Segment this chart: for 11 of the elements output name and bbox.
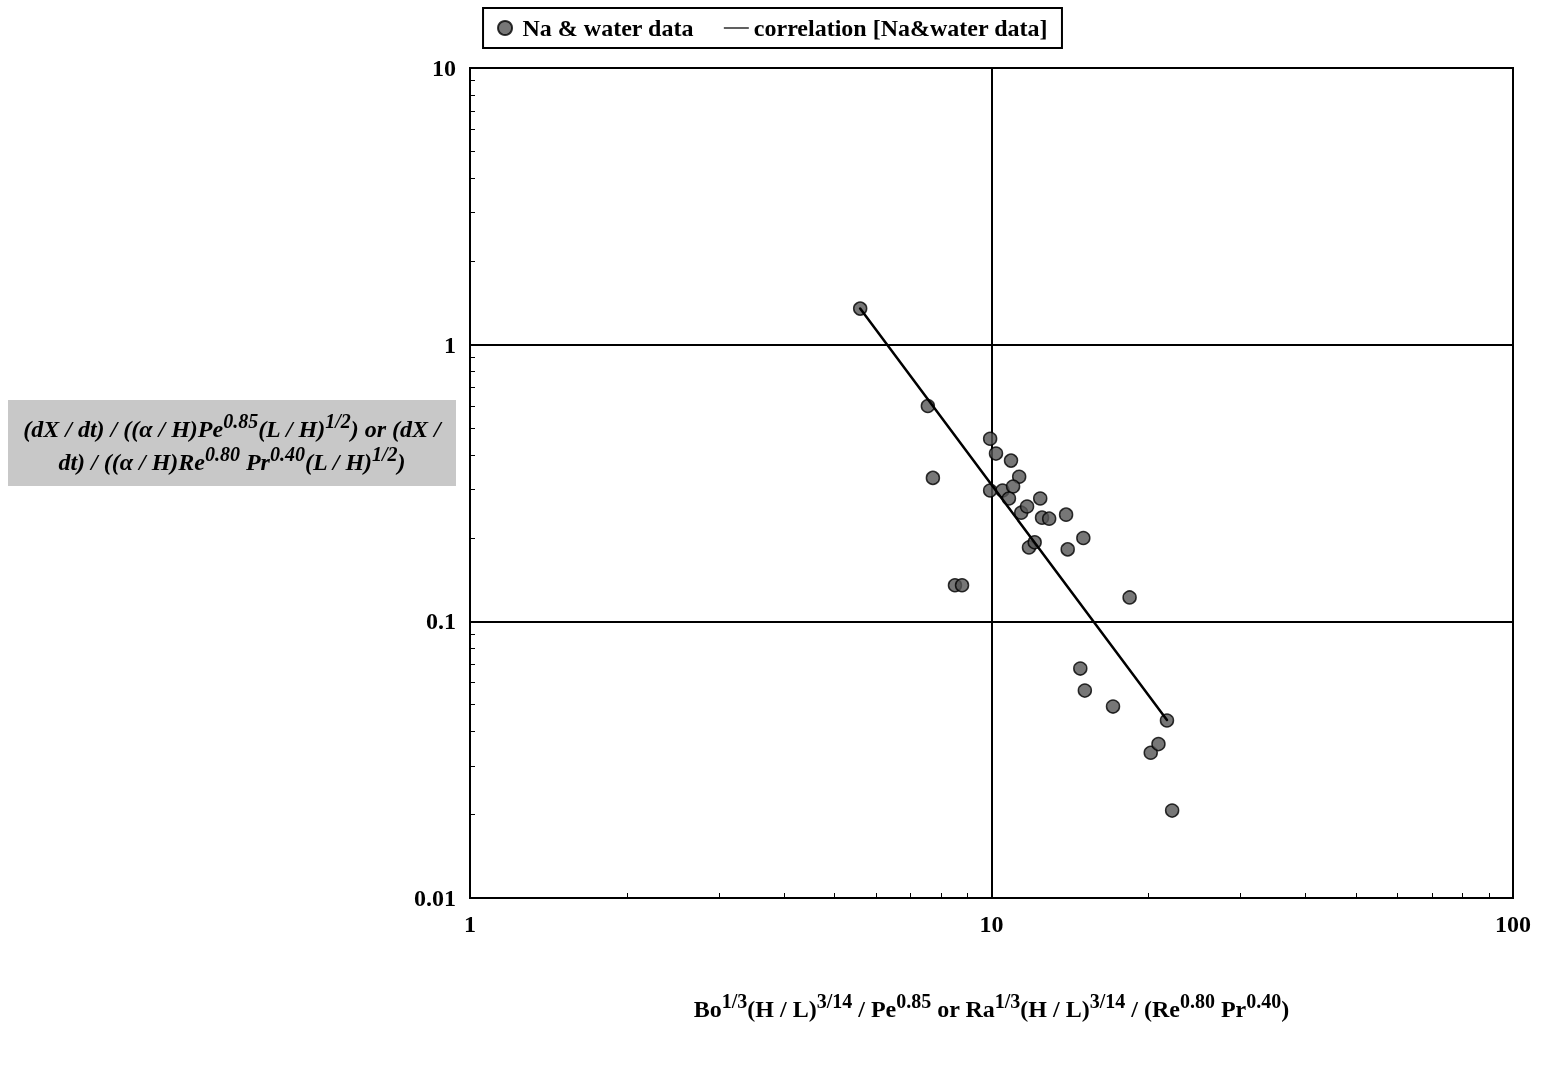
y-tick-label: 1	[444, 331, 456, 358]
text: Bo$^{1/3}$(H / L)$^{3/14}$ / Pe$^{0.85}$ or Ra$^{1/3}$(H / L)$^{3/14}$ / (Re$^{0.80}$ Pr$^{0.40}$)	[693, 990, 1290, 1022]
legend-label: Na & water data	[522, 15, 694, 41]
y-tick-label: 0.01	[414, 885, 456, 911]
y-tick-label: 0.1	[426, 608, 456, 635]
legend-label: correlation [Na&water data]	[753, 15, 1048, 41]
y-tick-label: 10	[432, 55, 456, 81]
text: (dX / dt) / ((α / H)Pe$^{0.85}$(L / H)$^{1/2}$) or (dX / dt) / ((α / H)Re$^{0.80}$ Pr$^{0.40}$(L / H)$^{1/2}$)	[23, 410, 441, 475]
x-tick-label: 10	[979, 911, 1004, 937]
x-tick-label: 100	[1495, 911, 1531, 937]
x-tick-label: 1	[464, 911, 476, 937]
